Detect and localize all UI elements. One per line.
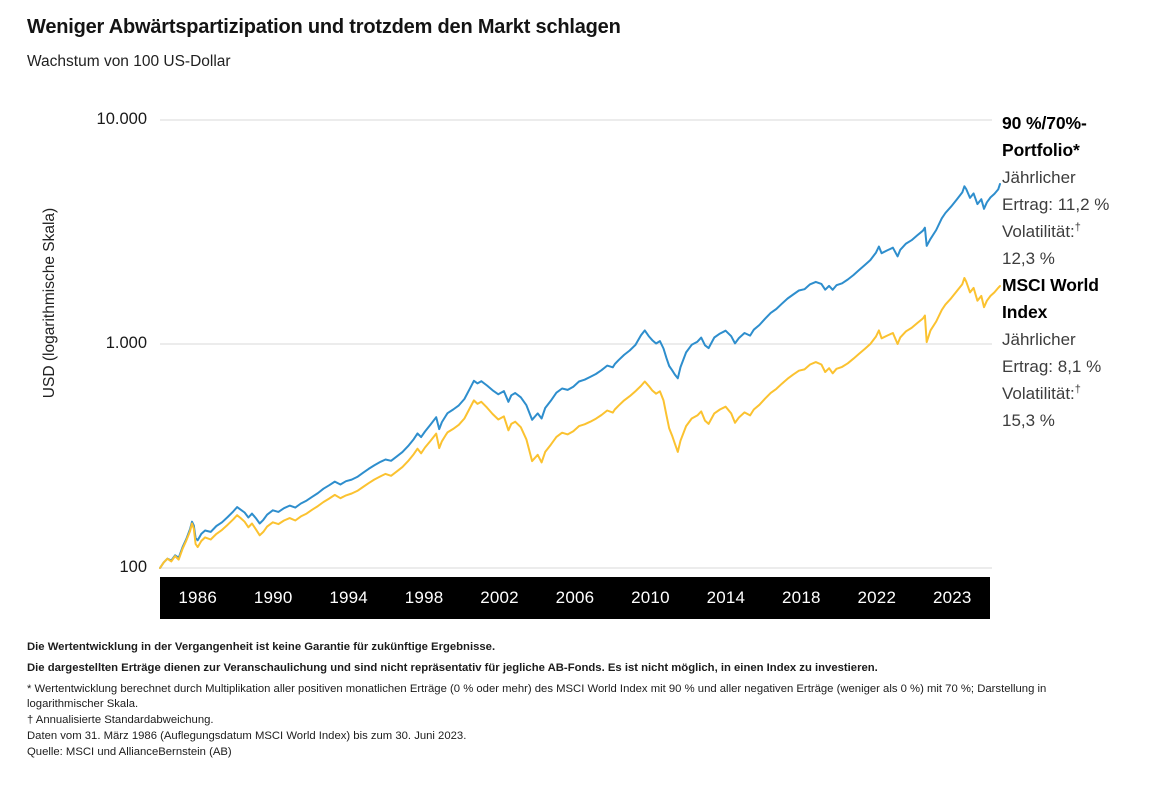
x-axis-year-label: 2014 bbox=[706, 588, 746, 607]
y-axis-label: USD (logarithmische Skala) bbox=[41, 207, 58, 399]
x-axis-year-label: 2006 bbox=[555, 588, 595, 607]
portfolio-series-line bbox=[159, 183, 1001, 569]
x-axis-year-label: 2018 bbox=[782, 588, 821, 607]
y-axis-tick-1000: 1.000 bbox=[105, 334, 147, 352]
legend-msci-stat-line: Ertrag: 8,1 % bbox=[1002, 357, 1102, 376]
x-axis-year-label: 1998 bbox=[404, 588, 444, 607]
footnote-line: † Annualisierte Standardabweichung. bbox=[27, 714, 214, 727]
x-axis-year-label: 2022 bbox=[857, 588, 897, 607]
x-axis-year-label: 1986 bbox=[178, 588, 218, 607]
footnote-line: Die dargestellten Erträge dienen zur Ver… bbox=[27, 661, 878, 674]
y-axis-tick-100: 100 bbox=[119, 558, 147, 576]
x-axis-year-label: 2002 bbox=[480, 588, 519, 607]
legend-msci-stat-line: Jährlicher bbox=[1002, 330, 1076, 349]
x-axis-bar: 1986 1990 1994 1998 2002 2006 2010 2014 2018 2022… bbox=[160, 577, 990, 619]
msci-series-line bbox=[159, 277, 1001, 569]
footnote-line: Daten vom 31. März 1986 (Auflegungsdatum… bbox=[27, 729, 467, 742]
legend-msci-title: MSCI World Index bbox=[1002, 275, 1099, 322]
x-axis-year-label: 1994 bbox=[329, 588, 368, 607]
legend-msci-stat-line: Volatilität:† bbox=[1002, 383, 1081, 403]
legend-msci-stats: Jährlicher Ertrag: 8,1 % Volatilität:† 15,3… bbox=[1002, 326, 1136, 434]
legend-portfolio-stat-line: 12,3 % bbox=[1002, 249, 1055, 268]
footnote-line: Die Wertentwicklung in der Vergangenheit… bbox=[27, 641, 496, 653]
legend-portfolio-stat-line: Ertrag: 11,2 % bbox=[1002, 195, 1110, 214]
legend-portfolio-stat-line: Jährlicher bbox=[1002, 168, 1076, 187]
y-axis-tick-10000: 10.000 bbox=[96, 110, 147, 128]
footnote-line: Quelle: MSCI und AllianceBernstein (AB) bbox=[27, 745, 232, 758]
legend-msci-stat-line: 15,3 % bbox=[1002, 411, 1055, 430]
footnotes: Die Wertentwicklung in der Vergangenheit… bbox=[27, 640, 1112, 761]
x-axis-year-label: 1990 bbox=[253, 588, 293, 607]
footnote-line: * Wertentwicklung berechnet durch Multip… bbox=[27, 682, 1047, 711]
legend-portfolio-stats: Jährlicher Ertrag: 11,2 % Volatilität:† 12,… bbox=[1002, 164, 1136, 272]
legend-portfolio-stat-line: Volatilität:† bbox=[1002, 221, 1081, 241]
chart-subtitle: Wachstum von 100 US-Dollar bbox=[27, 53, 231, 70]
chart-legend: 90 %/70%-Portfolio* Jährlicher Ertrag: 11… bbox=[1002, 110, 1136, 434]
x-axis-year-label: 2010 bbox=[631, 588, 670, 607]
page-title: Weniger Abwärtspartizipation und trotzde… bbox=[27, 16, 621, 38]
growth-line-chart bbox=[159, 119, 1001, 569]
legend-portfolio-title: 90 %/70%-Portfolio* bbox=[1002, 113, 1087, 160]
x-axis-year-label: 2023 bbox=[932, 588, 972, 607]
